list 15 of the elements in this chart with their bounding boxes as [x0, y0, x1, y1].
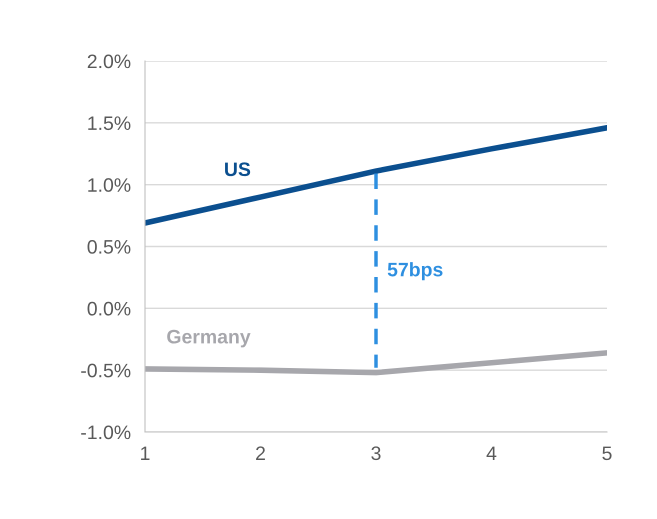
x-tick-label: 2: [256, 446, 265, 460]
series-label: US: [225, 162, 250, 176]
y-tick-label: 0.0%: [88, 302, 130, 316]
y-tick-label: -0.5%: [81, 364, 130, 378]
annotation: 57bps: [388, 262, 443, 280]
x-tick-label: 5: [602, 446, 612, 460]
x-tick-label: 4: [486, 446, 496, 460]
y-tick-label: 0.5%: [88, 240, 130, 254]
x-tick-label: 3: [371, 446, 381, 460]
x-tick-label: 1: [141, 446, 150, 460]
y-tick-label: 1.5%: [88, 116, 130, 130]
y-tick-label: 2.0%: [88, 54, 130, 68]
series-label: Germany: [167, 330, 251, 348]
y-tick-label: 1.0%: [88, 178, 130, 192]
y-tick-label: -1.0%: [81, 425, 130, 440]
